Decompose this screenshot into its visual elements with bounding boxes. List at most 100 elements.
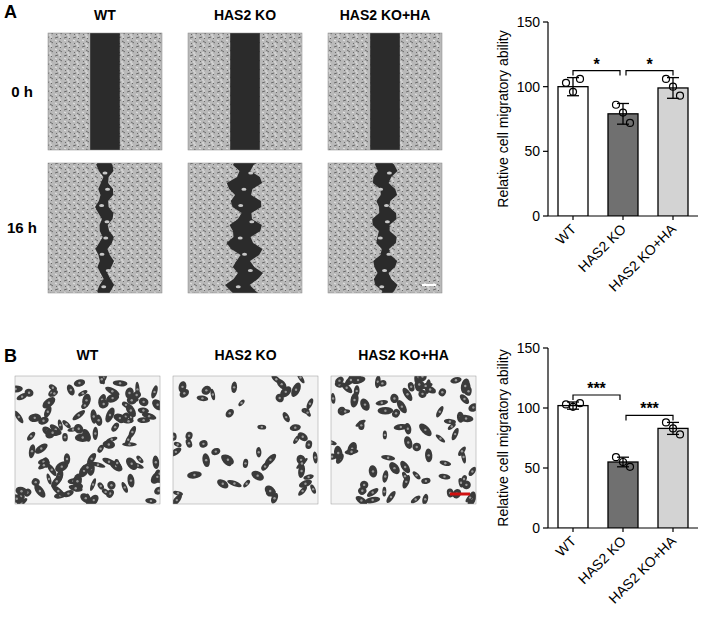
cell-nucleus <box>78 414 80 416</box>
cell-nucleus <box>461 450 463 452</box>
migrated-cell <box>135 455 144 465</box>
cell-nucleus <box>384 434 386 436</box>
cell-nucleus <box>85 399 87 401</box>
migrated-cell <box>71 408 87 422</box>
cell-nucleus <box>285 391 287 393</box>
cell-nucleus <box>128 392 130 394</box>
cell-nucleus <box>264 465 266 467</box>
migrated-cell <box>460 378 471 395</box>
migrated-cell <box>383 430 387 439</box>
migrated-cell <box>150 385 159 400</box>
cell-nucleus <box>119 417 121 419</box>
migrated-cell <box>185 431 194 441</box>
migrating-cell <box>238 237 243 240</box>
cell-nucleus <box>363 484 365 486</box>
cell-nucleus <box>273 497 275 499</box>
migrated-cell <box>15 409 25 424</box>
cell-nucleus <box>66 458 68 460</box>
panel-letter: B <box>4 346 17 366</box>
bar <box>658 88 688 216</box>
migrated-cell <box>289 424 301 432</box>
cell-nucleus <box>76 480 78 482</box>
cell-nucleus <box>460 482 462 484</box>
cell-nucleus <box>130 399 132 401</box>
migrated-cell <box>155 469 160 479</box>
migrated-cell <box>92 427 98 440</box>
cell-nucleus <box>407 428 409 430</box>
cell-nucleus <box>108 461 110 463</box>
image-frame <box>328 33 442 150</box>
cell-nucleus <box>261 426 263 428</box>
migrated-cell <box>187 470 203 479</box>
migrated-cell <box>331 439 337 446</box>
cell-nucleus <box>59 424 61 426</box>
cell-nucleus <box>301 462 303 464</box>
column-label: HAS2 KO <box>214 7 276 23</box>
bar <box>658 428 688 528</box>
migrated-cell <box>331 393 336 404</box>
replicate-point <box>670 83 677 90</box>
migrated-cell <box>460 479 472 491</box>
cell-nucleus <box>51 469 53 471</box>
cell-nucleus <box>155 461 157 463</box>
migrated-cell <box>44 429 60 437</box>
column-label: WT <box>77 347 99 363</box>
cell-nucleus <box>16 498 18 500</box>
migrated-cell <box>15 493 24 504</box>
cell-nucleus <box>202 443 204 445</box>
image-frame <box>188 163 302 293</box>
bar-chart: Relative cell migratory ability050100150… <box>495 340 698 607</box>
micrograph <box>15 376 160 504</box>
cell-nucleus <box>40 447 42 449</box>
migrated-cell <box>137 396 149 408</box>
cell-nucleus <box>116 462 118 464</box>
significance-label: * <box>646 56 653 73</box>
significance-label: * <box>593 56 600 73</box>
cell-nucleus <box>462 456 464 458</box>
cell-nucleus <box>404 475 406 477</box>
migrated-cell <box>173 490 183 497</box>
migrated-cell <box>50 484 66 498</box>
cell-nucleus <box>188 442 190 444</box>
cell-nucleus <box>177 492 179 494</box>
cell-nucleus <box>97 419 99 421</box>
replicate-point <box>620 109 627 116</box>
cell-nucleus <box>381 382 383 384</box>
y-tick <box>543 467 548 468</box>
figure: AWTHAS2 KOHAS2 KO+HA0 h16 hBWTHAS2 KOHAS… <box>0 0 708 625</box>
cell-nucleus <box>337 452 339 454</box>
cell-nucleus <box>364 403 366 405</box>
migrating-cell <box>379 285 384 288</box>
plot-area <box>558 75 688 216</box>
migrated-cell <box>68 484 83 493</box>
replicate-point <box>627 463 634 470</box>
migrated-cell <box>198 439 208 448</box>
migrated-cell <box>438 473 451 480</box>
wound-gap <box>370 33 400 150</box>
cell-nucleus <box>427 454 429 456</box>
migrated-cell <box>48 383 58 392</box>
migrated-cell <box>73 378 86 388</box>
migrating-cell <box>99 204 104 207</box>
migrated-cell <box>381 454 396 461</box>
cell-nucleus <box>104 491 106 493</box>
cell-nucleus <box>350 451 352 453</box>
cell-nucleus <box>100 485 102 487</box>
migrated-cell <box>417 421 434 438</box>
migrated-cell <box>75 433 91 442</box>
column-label: WT <box>94 7 116 23</box>
x-tick-label: WT <box>552 532 579 559</box>
wound-gap <box>230 33 260 150</box>
y-tick-label: 150 <box>517 14 541 30</box>
cell-nucleus <box>61 465 63 467</box>
migrated-cell <box>15 385 23 393</box>
migrated-cell <box>124 387 135 400</box>
cell-nucleus <box>111 438 113 440</box>
cell-nucleus <box>108 443 110 445</box>
cell-nucleus <box>269 459 271 461</box>
migrated-cell <box>296 431 309 444</box>
cell-nucleus <box>306 411 308 413</box>
y-tick <box>543 21 548 22</box>
cell-nucleus <box>467 390 469 392</box>
migrated-cell <box>447 422 457 431</box>
